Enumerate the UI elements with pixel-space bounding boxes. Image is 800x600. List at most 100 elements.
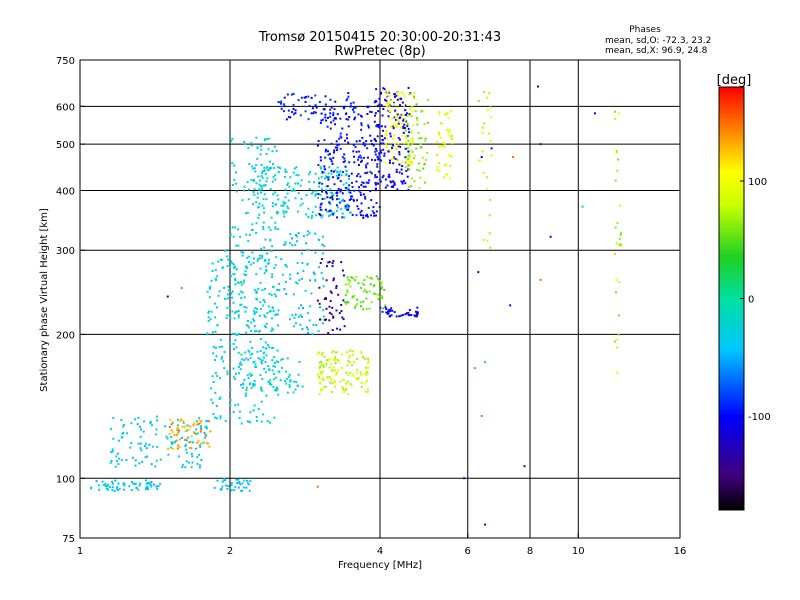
- data-point: [411, 142, 414, 145]
- data-point: [338, 137, 341, 140]
- data-point: [387, 308, 390, 311]
- data-point: [209, 430, 212, 433]
- data-point: [360, 385, 363, 388]
- data-point: [130, 442, 133, 445]
- data-point: [374, 189, 377, 192]
- data-point: [102, 484, 105, 487]
- data-point: [292, 171, 295, 174]
- data-point: [285, 118, 288, 121]
- data-point: [130, 489, 133, 492]
- data-point: [255, 231, 258, 234]
- data-point: [233, 317, 236, 320]
- data-point: [191, 461, 194, 464]
- data-point: [263, 356, 266, 359]
- data-point: [111, 486, 114, 489]
- data-point: [275, 360, 278, 363]
- data-point: [369, 134, 372, 137]
- data-point: [284, 263, 287, 266]
- data-point: [241, 291, 244, 294]
- data-point: [488, 92, 491, 95]
- data-point: [341, 156, 344, 159]
- data-point: [104, 485, 107, 488]
- data-point: [292, 107, 295, 110]
- data-point: [380, 91, 383, 94]
- data-point: [232, 367, 235, 370]
- data-point: [356, 378, 359, 381]
- data-point: [336, 359, 339, 362]
- data-point: [387, 102, 390, 105]
- data-point: [310, 217, 313, 220]
- data-point: [365, 181, 368, 184]
- data-point: [199, 443, 202, 446]
- data-point: [252, 257, 255, 260]
- data-point: [118, 457, 121, 460]
- data-point: [398, 315, 401, 318]
- data-point: [395, 168, 398, 171]
- data-point: [306, 248, 309, 251]
- data-point: [329, 98, 332, 101]
- data-point: [170, 441, 173, 444]
- data-point: [242, 189, 245, 192]
- data-point: [355, 377, 358, 380]
- data-point: [320, 373, 323, 376]
- data-point: [188, 441, 191, 444]
- x-tick-label: 4: [377, 546, 383, 557]
- data-point: [205, 427, 208, 430]
- data-point: [335, 194, 338, 197]
- data-point: [362, 193, 365, 196]
- data-point: [251, 251, 254, 254]
- data-point: [329, 363, 332, 366]
- data-point: [313, 181, 316, 184]
- data-point: [224, 297, 227, 300]
- data-point: [264, 265, 267, 268]
- data-point: [388, 161, 391, 164]
- data-point: [264, 347, 267, 350]
- data-point: [364, 197, 367, 200]
- data-point: [321, 243, 324, 246]
- data-point: [236, 228, 239, 231]
- data-point: [329, 381, 332, 384]
- data-point: [275, 256, 278, 259]
- data-point: [210, 398, 213, 401]
- data-point: [272, 163, 275, 166]
- data-point: [255, 291, 258, 294]
- data-point: [225, 484, 228, 487]
- data-point: [405, 312, 408, 315]
- data-point: [345, 204, 348, 207]
- data-point: [246, 181, 249, 184]
- data-point: [237, 282, 240, 285]
- data-point: [300, 96, 303, 99]
- data-point: [420, 137, 423, 140]
- data-point: [406, 164, 409, 167]
- data-point: [321, 118, 324, 121]
- data-point: [389, 104, 392, 107]
- data-point: [305, 213, 308, 216]
- data-point: [399, 145, 402, 148]
- data-point: [312, 190, 315, 193]
- data-point: [254, 307, 257, 310]
- data-point: [214, 391, 217, 394]
- data-point: [190, 452, 193, 455]
- data-point: [407, 150, 410, 153]
- data-point: [421, 156, 424, 159]
- data-point: [156, 446, 159, 449]
- data-point: [341, 316, 344, 319]
- data-point: [210, 279, 213, 282]
- data-point: [311, 332, 314, 335]
- data-point: [323, 165, 326, 168]
- data-point: [378, 178, 381, 181]
- data-point: [203, 436, 206, 439]
- data-point: [301, 252, 304, 255]
- data-point: [318, 361, 321, 364]
- data-point: [322, 315, 325, 318]
- data-point: [145, 486, 148, 489]
- data-point: [397, 94, 400, 97]
- data-point: [340, 261, 343, 264]
- data-point: [263, 139, 266, 142]
- data-point: [443, 145, 446, 148]
- data-point: [397, 145, 400, 148]
- data-point: [253, 187, 256, 190]
- data-point: [346, 206, 349, 209]
- data-point: [260, 163, 263, 166]
- data-point: [366, 390, 369, 393]
